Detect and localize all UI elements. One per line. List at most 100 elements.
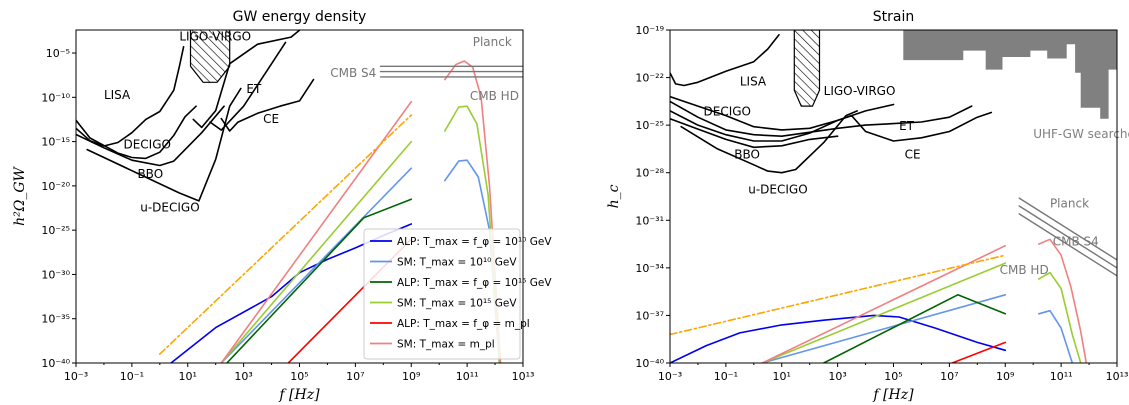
y-axis-label: h_c: [606, 184, 622, 208]
series-line-2: [226, 198, 413, 363]
energy-density-panel: GW energy density LIGO-VIRGO LISA ET CE DECIG…: [12, 9, 552, 403]
series-line-10: [76, 45, 185, 147]
series-line-1: [220, 167, 413, 363]
series-line-10: [670, 33, 780, 87]
annotation-label: u-DECIGO: [748, 182, 807, 196]
x-tick-label: 10¹³: [512, 370, 535, 383]
x-tick-label: 10¹¹: [1050, 370, 1073, 383]
series-line-6: [670, 254, 1007, 336]
plot-area: [76, 30, 523, 363]
series-line-14: [220, 78, 315, 132]
y-tick-label: 10⁻²⁸: [635, 167, 664, 180]
x-tick-label: 10⁷: [346, 370, 364, 383]
y-tick-label: 10⁻⁴⁰: [41, 357, 70, 370]
annotation-label: Planck: [1050, 197, 1089, 211]
annotation-label: CMB HD: [1000, 263, 1049, 277]
chart-title: GW energy density: [233, 9, 367, 25]
annotation-label: CMB HD: [470, 89, 519, 103]
series-line-16: [192, 30, 302, 129]
annotation-label: BBO: [734, 147, 760, 161]
x-tick-label: 10⁷: [940, 370, 958, 383]
strain-panel: Strain LISA LIGO-VIRGO DECIGO ET BBO CE u-DECIG…: [606, 9, 1129, 403]
series-line-2: [822, 293, 1007, 363]
series-line-15: [209, 41, 287, 131]
series-line-12: [76, 105, 225, 167]
x-tick-label: 10⁻¹: [714, 370, 738, 383]
x-tick-label: 10¹³: [1106, 370, 1129, 383]
x-tick-label: 10⁹: [402, 370, 420, 383]
x-axis-label: f [Hz]: [278, 387, 320, 403]
annotation-label: LIGO-VIRGO: [179, 30, 251, 44]
y-axis-label: h²Ω_GW: [12, 165, 28, 225]
annotation-label: LISA: [104, 88, 131, 102]
series-line-15: [680, 110, 859, 174]
legend-box: [363, 228, 521, 360]
annotation-label: u-DECIGO: [140, 201, 199, 215]
y-tick-label: 10⁻¹⁵: [41, 136, 70, 149]
series-line-8: [1038, 271, 1082, 363]
series-line-18: [1018, 213, 1117, 277]
x-tick-label: 10³: [828, 370, 846, 383]
annotation-label: UHF-GW searches: [1033, 127, 1129, 141]
x-tick-label: 10⁻¹: [120, 370, 144, 383]
series-line-17: [1018, 205, 1117, 269]
annotation-label: LISA: [740, 75, 767, 89]
x-tick-label: 10¹: [773, 370, 791, 383]
x-tick-label: 10⁹: [996, 370, 1014, 383]
series-line-14: [670, 118, 839, 149]
y-tick-label: 10⁻³¹: [635, 214, 664, 227]
x-tick-label: 10¹¹: [456, 370, 479, 383]
annotation-label: ET: [246, 82, 262, 96]
y-tick-label: 10⁻³⁰: [41, 268, 70, 281]
series-line-3: [220, 140, 413, 363]
chart-title: Strain: [873, 9, 914, 25]
ligo-virgo-hatched-region: [189, 30, 231, 83]
series-line-13: [86, 87, 242, 202]
series-line-16: [1018, 197, 1117, 261]
series-line-3: [761, 262, 1007, 363]
x-axis-label: f [Hz]: [872, 387, 914, 403]
x-tick-label: 10⁻³: [658, 370, 682, 383]
annotation-label: ET: [899, 119, 915, 133]
legend-entry: SM: T_max = 10¹⁰ GeV: [397, 257, 517, 269]
plot-area: [670, 30, 1117, 363]
y-tick-label: 10⁻³⁷: [635, 309, 664, 322]
annotation-label: DECIGO: [704, 105, 751, 119]
legend-entry: ALP: T_max = f_φ = m_pl: [397, 318, 530, 330]
annotation-label: DECIGO: [123, 138, 170, 152]
annotation-label: LIGO-VIRGO: [824, 84, 896, 98]
annotation-label: BBO: [137, 167, 163, 181]
series-line-7: [1038, 309, 1074, 363]
y-tick-label: 10⁻¹⁰: [41, 91, 70, 104]
y-tick-label: 10⁻²⁵: [41, 224, 70, 237]
annotation-label: CMB S4: [1053, 235, 1099, 249]
y-tick-label: 10⁻²⁰: [41, 180, 70, 193]
series-line-6: [159, 114, 413, 355]
y-tick-label: 10⁻²²: [635, 72, 664, 85]
series-line-4: [951, 341, 1007, 363]
series-line-12: [670, 100, 973, 137]
ligo-virgo-hatched-region: [793, 30, 821, 107]
x-tick-label: 10⁵: [290, 370, 308, 383]
x-tick-label: 10³: [234, 370, 252, 383]
series-line-9: [443, 60, 502, 363]
y-tick-label: 10⁻³⁵: [41, 313, 70, 326]
series-line-11: [76, 105, 197, 160]
y-tick-label: 10⁻⁴⁰: [635, 357, 664, 370]
legend: ALP: T_max = f_φ = 10¹⁰ GeV SM: T_max = 1…: [363, 228, 552, 360]
series-line-9: [1038, 238, 1088, 363]
y-tick-label: 10⁻²⁵: [635, 119, 664, 132]
legend-entry: ALP: T_max = f_φ = 10¹⁰ GeV: [397, 236, 552, 248]
legend-entry: SM: T_max = m_pl: [397, 339, 495, 351]
annotation-label: Planck: [473, 35, 512, 49]
legend-entry: SM: T_max = 10¹⁵ GeV: [397, 298, 517, 310]
y-tick-label: 10⁻³⁴: [635, 262, 664, 275]
series-line-8: [443, 105, 501, 363]
x-tick-label: 10⁻³: [64, 370, 88, 383]
series-line-11: [670, 95, 895, 131]
y-tick-label: 10⁻⁵: [46, 47, 70, 60]
x-tick-label: 10¹: [179, 370, 197, 383]
annotation-label: CMB S4: [330, 66, 376, 80]
series-line-0: [670, 314, 1007, 363]
